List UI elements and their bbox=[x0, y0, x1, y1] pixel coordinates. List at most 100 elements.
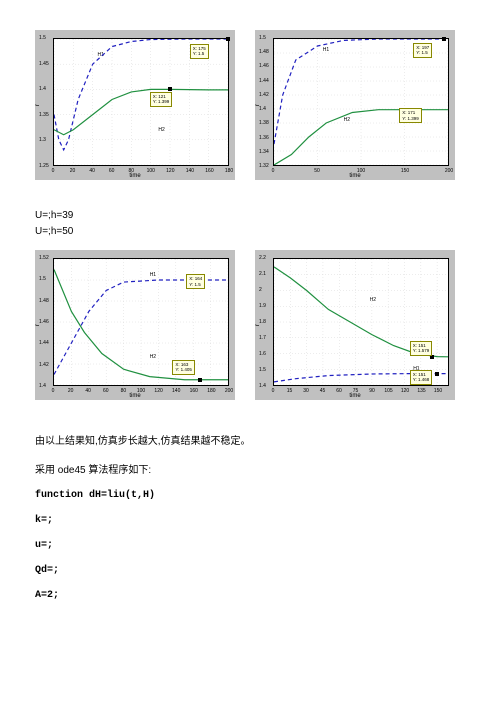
xtick: 120 bbox=[401, 388, 409, 394]
ytick: 1.7 bbox=[259, 335, 266, 341]
ytick: 1.38 bbox=[259, 120, 269, 126]
plot-area: H1H2X: 151Y: 1.579X: 151Y: 1.468 bbox=[273, 258, 449, 386]
ytick: 2 bbox=[259, 287, 262, 293]
xtick: 160 bbox=[205, 168, 213, 174]
xtick: 135 bbox=[417, 388, 425, 394]
ytick: 1.4 bbox=[259, 383, 266, 389]
ytick: 1.44 bbox=[259, 78, 269, 84]
ytick: 1.44 bbox=[39, 340, 49, 346]
xtick: 0 bbox=[52, 388, 55, 394]
datatip: X: 175Y: 1.5 bbox=[190, 44, 209, 59]
ytick: 1.48 bbox=[259, 49, 269, 55]
plot-area: H1H2X: 197Y: 1.5X: 171Y: 1.399 bbox=[273, 38, 449, 166]
xtick: 140 bbox=[172, 388, 180, 394]
xtick: 160 bbox=[190, 388, 198, 394]
ytick: 1.42 bbox=[39, 362, 49, 368]
ytick: 1.35 bbox=[39, 112, 49, 118]
xtick: 60 bbox=[103, 388, 109, 394]
chart-1-right: r time H1H2X: 197Y: 1.5X: 171Y: 1.399 05… bbox=[255, 30, 455, 180]
datatip-marker bbox=[442, 37, 446, 41]
ytick: 1.5 bbox=[259, 35, 266, 41]
xtick: 140 bbox=[186, 168, 194, 174]
chart-2-right: r time H1H2X: 151Y: 1.579X: 151Y: 1.468 … bbox=[255, 250, 455, 400]
xtick: 45 bbox=[320, 388, 326, 394]
param-line-1: U=;h=39 bbox=[35, 208, 465, 224]
ytick: 1.46 bbox=[259, 63, 269, 69]
datatip: X: 164Y: 1.5 bbox=[186, 274, 205, 289]
xtick: 150 bbox=[434, 388, 442, 394]
code-line-4: Qd=; bbox=[35, 565, 465, 576]
xtick: 90 bbox=[369, 388, 375, 394]
chart-2-left: r time H1H2X: 164Y: 1.5X: 163Y: 1.405 02… bbox=[35, 250, 235, 400]
xtick: 15 bbox=[287, 388, 293, 394]
plot-area: H1H2X: 175Y: 1.5X: 121Y: 1.399 bbox=[53, 38, 229, 166]
ytick: 1.5 bbox=[259, 367, 266, 373]
ytick: 1.8 bbox=[259, 319, 266, 325]
algorithm-intro: 采用 ode45 算法程序如下: bbox=[35, 461, 465, 476]
xtick: 60 bbox=[109, 168, 115, 174]
chart-row-1: r time H1H2X: 175Y: 1.5X: 121Y: 1.399 02… bbox=[35, 30, 465, 180]
ytick: 1.5 bbox=[39, 35, 46, 41]
datatip-marker bbox=[168, 87, 172, 91]
ytick: 1.3 bbox=[39, 137, 46, 143]
ytick: 1.6 bbox=[259, 351, 266, 357]
ytick: 1.34 bbox=[259, 149, 269, 155]
datatip-marker bbox=[226, 37, 230, 41]
xtick: 30 bbox=[303, 388, 309, 394]
ytick: 1.4 bbox=[39, 383, 46, 389]
ytick: 1.36 bbox=[259, 135, 269, 141]
ytick: 1.42 bbox=[259, 92, 269, 98]
xtick: 180 bbox=[207, 388, 215, 394]
xtick: 150 bbox=[401, 168, 409, 174]
xtick: 20 bbox=[68, 388, 74, 394]
ytick: 1.4 bbox=[259, 106, 266, 112]
ytick: 2.2 bbox=[259, 255, 266, 261]
chart-1-left: r time H1H2X: 175Y: 1.5X: 121Y: 1.399 02… bbox=[35, 30, 235, 180]
code-line-3: u=; bbox=[35, 540, 465, 551]
xtick: 75 bbox=[353, 388, 359, 394]
xtick: 105 bbox=[384, 388, 392, 394]
ytick: 1.48 bbox=[39, 298, 49, 304]
ytick: 1.4 bbox=[39, 86, 46, 92]
ytick: 1.32 bbox=[259, 163, 269, 169]
xtick: 120 bbox=[166, 168, 174, 174]
ytick: 2.1 bbox=[259, 271, 266, 277]
ytick: 1.52 bbox=[39, 255, 49, 261]
code-line-2: k=; bbox=[35, 515, 465, 526]
datatip: X: 197Y: 1.5 bbox=[413, 43, 432, 58]
datatip: X: 151Y: 1.468 bbox=[410, 370, 433, 385]
xtick: 200 bbox=[225, 388, 233, 394]
xtick: 100 bbox=[147, 168, 155, 174]
ytick: 1.25 bbox=[39, 163, 49, 169]
mid-parameter-text: U=;h=39 U=;h=50 bbox=[35, 208, 465, 240]
datatip-marker bbox=[198, 378, 202, 382]
ytick: 1.45 bbox=[39, 61, 49, 67]
xtick: 120 bbox=[154, 388, 162, 394]
xtick: 80 bbox=[128, 168, 134, 174]
ytick: 1.9 bbox=[259, 303, 266, 309]
xtick: 80 bbox=[121, 388, 127, 394]
xtick: 20 bbox=[70, 168, 76, 174]
xtick: 200 bbox=[445, 168, 453, 174]
xtick: 50 bbox=[314, 168, 320, 174]
xtick: 100 bbox=[137, 388, 145, 394]
conclusion-text: 由以上结果知,仿真步长越大,仿真结果越不稳定。 bbox=[35, 432, 465, 447]
code-line-1: function dH=liu(t,H) bbox=[35, 490, 465, 501]
xtick: 0 bbox=[272, 168, 275, 174]
datatip: X: 171Y: 1.399 bbox=[399, 108, 422, 123]
code-line-5: A=2; bbox=[35, 590, 465, 601]
datatip: X: 163Y: 1.405 bbox=[172, 360, 195, 375]
datatip: X: 121Y: 1.399 bbox=[150, 92, 173, 107]
datatip: X: 151Y: 1.579 bbox=[410, 341, 433, 356]
ytick: 1.46 bbox=[39, 319, 49, 325]
ylabel: r bbox=[35, 104, 41, 106]
param-line-2: U=;h=50 bbox=[35, 224, 465, 240]
xtick: 0 bbox=[52, 168, 55, 174]
xtick: 40 bbox=[89, 168, 95, 174]
xtick: 60 bbox=[336, 388, 342, 394]
chart-row-2: r time H1H2X: 164Y: 1.5X: 163Y: 1.405 02… bbox=[35, 250, 465, 400]
xtick: 100 bbox=[357, 168, 365, 174]
xtick: 180 bbox=[225, 168, 233, 174]
ytick: 1.5 bbox=[39, 276, 46, 282]
plot-area: H1H2X: 164Y: 1.5X: 163Y: 1.405 bbox=[53, 258, 229, 386]
